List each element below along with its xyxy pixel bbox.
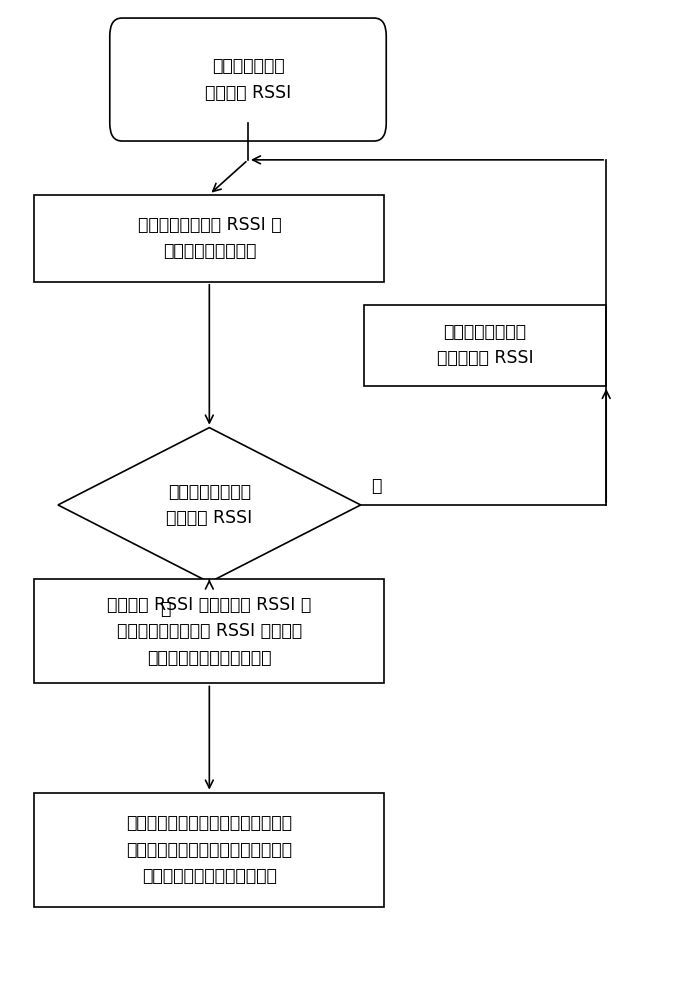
Text: 将实测的 RSSI 与背景噪声 RSSI 比
较，根据无人机信号 RSSI 和带宽等
特点来检测无人机是否存在: 将实测的 RSSI 与背景噪声 RSSI 比 较，根据无人机信号 RSSI 和带… bbox=[107, 596, 311, 667]
FancyBboxPatch shape bbox=[364, 305, 606, 386]
Text: 实时测量各信道的 RSSI 并
记录对应的测量时间: 实时测量各信道的 RSSI 并 记录对应的测量时间 bbox=[138, 216, 281, 260]
Text: 初始化各信道的
背景噪声 RSSI: 初始化各信道的 背景噪声 RSSI bbox=[205, 57, 291, 102]
Polygon shape bbox=[58, 428, 361, 582]
Text: 是: 是 bbox=[370, 477, 381, 495]
Text: 否: 否 bbox=[161, 600, 171, 618]
FancyBboxPatch shape bbox=[110, 18, 386, 141]
Text: 在检测到无人机的基础上，分析无人
机遥控器信号的跳频序列，根据跳频
序列进一步识别无人机的型号: 在检测到无人机的基础上，分析无人 机遥控器信号的跳频序列，根据跳频 序列进一步识… bbox=[127, 814, 292, 885]
Text: 重新计算各个信道
的背景噪声 RSSI: 重新计算各个信道 的背景噪声 RSSI bbox=[437, 323, 533, 367]
FancyBboxPatch shape bbox=[35, 195, 384, 282]
Text: 是否更新各信道的
背景噪声 RSSI: 是否更新各信道的 背景噪声 RSSI bbox=[166, 483, 253, 527]
FancyBboxPatch shape bbox=[35, 579, 384, 683]
FancyBboxPatch shape bbox=[35, 793, 384, 907]
